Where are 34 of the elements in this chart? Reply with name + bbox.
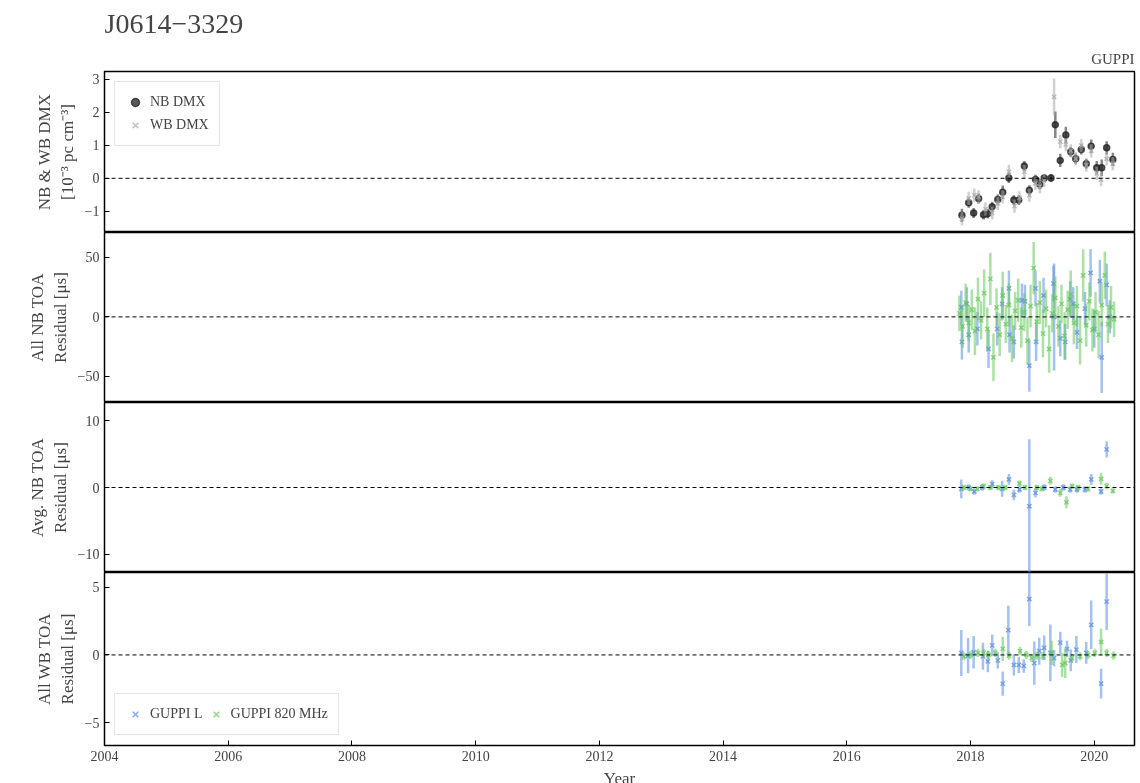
y-tick-label: 10 <box>85 413 100 429</box>
y-axis-title: NB & WB DMX [10⁻³ pc cm⁻³] <box>34 93 77 211</box>
y-tick-label: 0 <box>92 309 100 325</box>
y-tick-label: −5 <box>84 715 100 731</box>
y-tick-label: 3 <box>92 72 100 88</box>
y-tick-label: 50 <box>85 250 100 266</box>
x-tick-label: 2018 <box>956 748 985 764</box>
legend-label: NB DMX <box>150 94 206 110</box>
x-tick-label: 2014 <box>709 748 738 764</box>
y-tick-label: −10 <box>77 547 100 563</box>
legend-label: GUPPI 820 MHz <box>230 706 328 722</box>
y-axis-title: Avg. NB TOA Residual [μs] <box>27 437 70 538</box>
x-tick-label: 2012 <box>585 748 614 764</box>
chart-subtitle: GUPPI <box>1091 50 1135 67</box>
chart-title: J0614−3329 <box>104 7 244 39</box>
y-axis-title: All NB TOA Residual [μs] <box>27 272 70 363</box>
x-tick-label: 2004 <box>90 748 119 764</box>
y-tick-label: 0 <box>92 647 100 663</box>
x-axis-title: Year <box>603 768 636 783</box>
y-tick-label: 5 <box>92 580 100 596</box>
y-tick-label: 0 <box>92 171 100 187</box>
y-axis-title: All WB TOA Residual [μs] <box>34 612 77 706</box>
y-tick-label: −1 <box>84 204 100 220</box>
legend-label: GUPPI L <box>150 706 203 722</box>
y-tick-label: 2 <box>92 105 100 121</box>
y-tick-label: −50 <box>77 369 100 385</box>
y-tick-label: 0 <box>92 480 100 496</box>
y-tick-label: 1 <box>92 138 100 154</box>
x-tick-label: 2020 <box>1080 748 1109 764</box>
x-tick-label: 2008 <box>337 748 366 764</box>
x-tick-label: 2006 <box>214 748 243 764</box>
x-tick-label: 2016 <box>832 748 861 764</box>
x-tick-label: 2010 <box>461 748 490 764</box>
legend-label: WB DMX <box>150 117 209 133</box>
